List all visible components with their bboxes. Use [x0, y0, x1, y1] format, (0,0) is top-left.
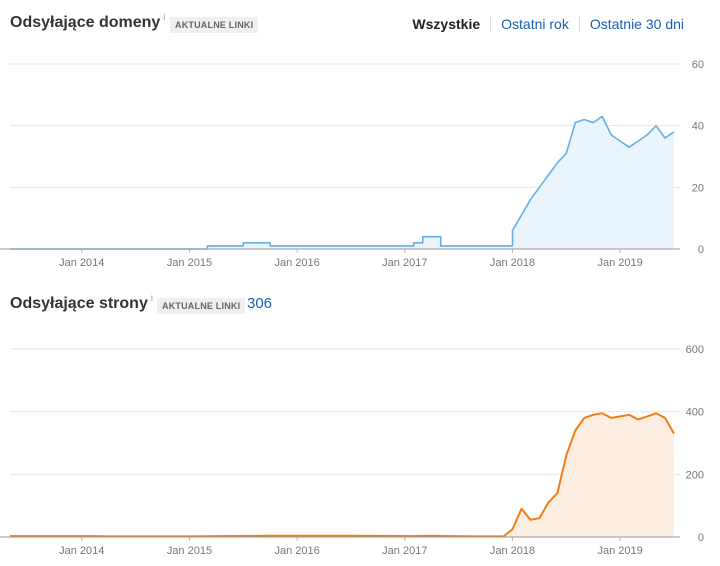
chart1-x-tick-label: Jan 2014 — [59, 257, 104, 269]
chart2-y-tick-label: 200 — [686, 469, 704, 481]
chart2-x-tick-label: Jan 2016 — [275, 545, 320, 557]
chart2-series-line — [10, 412, 675, 538]
chart2-x-tick-label: Jan 2014 — [59, 545, 104, 557]
range-selector: Wszystkie Ostatni rok Ostatnie 30 dni — [402, 16, 684, 32]
chart2-x-tick-label: Jan 2018 — [490, 545, 535, 557]
chart2-y-tick-label: 0 — [698, 532, 704, 544]
chart2-y-tick-label: 600 — [686, 344, 704, 356]
range-last-year-button[interactable]: Ostatni rok — [490, 16, 579, 32]
chart1-x-tick-label: Jan 2016 — [275, 257, 320, 269]
chart1-title: Odsyłające domeny — [10, 14, 161, 31]
chart2-title-row: Odsyłające strony i — [10, 293, 153, 313]
chart1-y-tick-label: 40 — [692, 121, 704, 133]
chart1-title-row: Odsyłające domeny i — [10, 12, 166, 32]
chart1-y-tick-label: 0 — [698, 244, 704, 256]
chart2-x-tick-label: Jan 2015 — [167, 545, 212, 557]
chart2-x-tick-label: Jan 2017 — [382, 545, 427, 557]
chart1-y-tick-label: 60 — [692, 59, 704, 71]
chart1-series-area — [10, 116, 674, 250]
chart1-x-tick-label: Jan 2017 — [382, 257, 427, 269]
chart2-badge: AKTUALNE LINKI — [157, 298, 246, 314]
chart1-y-tick-label: 20 — [692, 182, 704, 194]
chart2-count: 306 — [247, 295, 273, 312]
chart1-x-tick-label: Jan 2019 — [598, 257, 643, 269]
chart1-series-line — [10, 115, 675, 250]
chart2-series-area — [10, 413, 674, 537]
chart2-info-icon[interactable]: i — [150, 293, 153, 303]
chart2-y-tick-label: 400 — [686, 407, 704, 419]
chart2-plot: 0 200 400 600 Jan 2014 Jan 2015 Jan 2016 Jan 20… — [0, 344, 704, 557]
chart1-x-tick-label: Jan 2018 — [490, 257, 535, 269]
chart1-badge: AKTUALNE LINKI — [170, 17, 259, 33]
chart1-info-icon[interactable]: i — [163, 12, 166, 22]
range-last-30-days-button[interactable]: Ostatnie 30 dni — [578, 16, 684, 32]
range-all-button[interactable]: Wszystkie — [412, 16, 481, 32]
chart2-title: Odsyłające strony — [10, 295, 148, 312]
chart1-plot: 0 20 40 60 Jan 2014 Jan 2015 Jan 2016 Jan 2017 J… — [0, 59, 704, 269]
chart1-x-tick-label: Jan 2015 — [167, 257, 212, 269]
chart2-x-tick-label: Jan 2019 — [598, 545, 643, 557]
